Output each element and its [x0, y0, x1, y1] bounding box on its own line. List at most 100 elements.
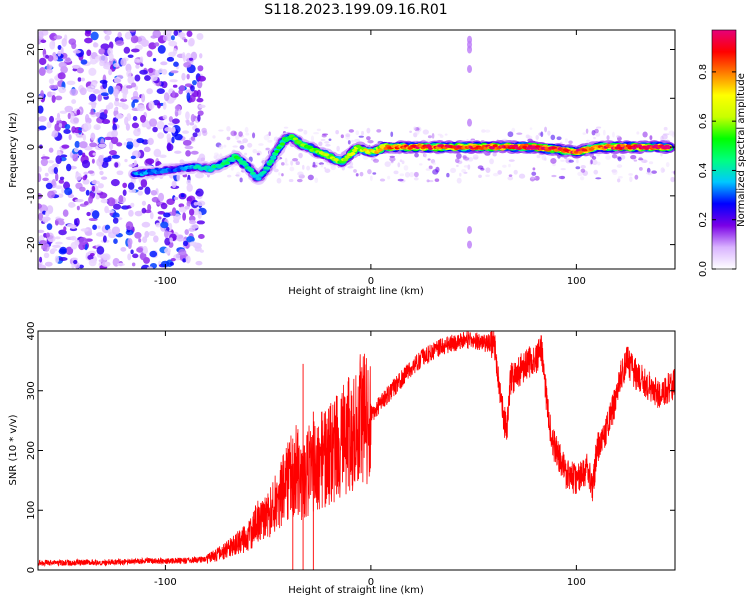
spectrogram-sideband-cell — [428, 165, 433, 170]
spectrogram-noise-cell — [107, 197, 116, 207]
spectrogram-ridge-cell — [266, 162, 273, 166]
spectrogram-noise-cell — [150, 189, 157, 196]
spectrogram-noise-cell — [108, 141, 114, 151]
spectrogram-noise-cell — [43, 252, 50, 259]
spectrogram-noise-cell — [82, 175, 87, 181]
spectrogram-sideband-cell — [263, 134, 270, 141]
spectrogram-sideband-cell — [426, 179, 430, 183]
spectrogram-noise-cell — [144, 186, 151, 195]
spectrogram-sideband-cell — [532, 167, 536, 171]
spectrogram-sideband-cell — [663, 126, 668, 131]
spectrogram-noise-cell — [80, 77, 85, 82]
spectrogram-ridge-cell — [344, 155, 350, 159]
spectrogram-sideband-cell — [276, 177, 282, 184]
spectrogram-noise-cell — [190, 224, 199, 229]
spectrogram-noise-cell — [63, 129, 71, 134]
spectrogram-sideband-cell — [529, 127, 533, 130]
spectrogram-sideband-cell — [536, 154, 541, 159]
spectrogram-noise-cell — [146, 50, 153, 58]
spectrogram-noise-cell — [98, 143, 107, 148]
spectrogram-sideband-cell — [628, 173, 633, 176]
spectrogram-noise-cell — [186, 92, 191, 102]
spectrogram-noise-cell — [196, 220, 205, 225]
spectrogram-ridge-cell — [279, 142, 286, 146]
spectrogram-noise-cell — [186, 73, 190, 80]
spectrogram-noise-cell — [110, 179, 120, 187]
spectrogram-sideband-cell — [397, 162, 401, 168]
spectrogram-noise-cell — [138, 238, 142, 243]
spectrogram-noise-cell — [140, 39, 150, 47]
spectrogram-sideband-cell — [336, 145, 340, 152]
colorbar-label: Normalized spectral amplitude — [736, 73, 747, 227]
spectrogram-sideband-cell — [606, 135, 610, 141]
spectrogram-ridge-cell — [350, 151, 356, 156]
spectrogram-noise-cell — [38, 203, 43, 209]
spectrogram-noise-cell — [68, 38, 77, 45]
spectrogram-ridge-cell — [261, 170, 267, 174]
spectrogram-noise-cell — [125, 137, 134, 142]
spectrogram-noise-cell — [99, 170, 104, 176]
spectrogram-sideband-cell — [516, 132, 523, 135]
spectrogram-noise-cell — [122, 182, 128, 189]
spectrogram-noise-cell — [83, 201, 89, 206]
spectrogram-noise-cell — [64, 105, 74, 113]
spectrogram-noise-cell — [135, 64, 140, 69]
spectrogram-noise-cell — [173, 196, 179, 200]
spectrogram-noise-cell — [146, 88, 153, 95]
spectrogram-sideband-cell — [668, 130, 675, 136]
spectrogram-ridge-cell — [205, 165, 212, 169]
spectrogram-y-tick-label: -10 — [26, 188, 37, 204]
spectrogram-noise-cell — [139, 56, 144, 63]
snr-x-tick-label: -100 — [154, 577, 177, 588]
spectrogram-noise-cell — [140, 63, 144, 67]
spectrogram-noise-cell — [38, 166, 42, 173]
spectrogram-noise-cell — [154, 42, 160, 47]
spectrogram-ridge-cell — [237, 158, 243, 163]
spectrogram-sideband-cell — [403, 165, 409, 171]
spectrogram-noise-cell — [157, 192, 165, 202]
spectrogram-noise-cell — [100, 92, 109, 97]
spectrogram-noise-cell — [199, 249, 204, 253]
spectrogram-sideband-cell — [235, 134, 240, 140]
colorbar-tick-label: 0.4 — [698, 162, 709, 178]
spectrogram-noise-cell — [51, 130, 59, 138]
spectrogram-sideband-cell — [413, 171, 419, 178]
spectrogram-noise-cell — [170, 35, 175, 41]
spectrogram-sideband-cell — [413, 126, 417, 131]
spectrogram-noise-cell — [132, 115, 138, 122]
spectrogram-noise-cell — [157, 210, 166, 215]
spectrogram-noise-cell — [102, 235, 107, 243]
spectrogram-sideband-cell — [238, 131, 243, 137]
spectrogram-sideband-cell — [389, 157, 396, 162]
spectrogram-noise-cell — [57, 50, 62, 57]
spectrogram-noise-cell — [157, 102, 161, 109]
spectrogram-sideband-cell — [355, 173, 359, 177]
spectrogram-sideband-cell — [236, 140, 242, 143]
spectrogram-sideband-cell — [568, 140, 573, 144]
spectrogram-noise-cell — [48, 147, 54, 153]
spectrogram-noise-cell — [103, 109, 108, 115]
spectrogram-sideband-cell — [390, 131, 394, 138]
spectrogram-artifact-cell — [467, 35, 473, 44]
spectrogram-sideband-cell — [399, 173, 405, 177]
spectrogram-noise-cell — [126, 85, 133, 89]
spectrogram-sideband-cell — [497, 170, 502, 175]
spectrogram-noise-cell — [157, 216, 162, 220]
spectrogram-sideband-cell — [544, 126, 548, 133]
spectrogram-noise-cell — [38, 31, 44, 40]
spectrogram-sideband-cell — [617, 178, 621, 183]
spectrogram-sideband-cell — [372, 158, 379, 163]
spectrogram-noise-cell — [38, 57, 47, 66]
spectrogram-sideband-cell — [427, 135, 432, 139]
spectrogram-noise-cell — [126, 69, 132, 78]
spectrogram-sideband-cell — [629, 176, 633, 183]
spectrogram-noise-cell — [47, 160, 54, 164]
spectrogram-sideband-cell — [485, 167, 491, 173]
spectrogram-noise-cell — [124, 31, 132, 40]
spectrogram-sideband-cell — [366, 136, 371, 141]
spectrogram-noise-cell — [51, 95, 56, 103]
spectrogram-noise-cell — [102, 80, 108, 90]
spectrogram-artifact-cell — [467, 118, 473, 127]
spectrogram-sideband-cell — [646, 167, 651, 174]
spectrogram-sideband-cell — [478, 174, 482, 179]
